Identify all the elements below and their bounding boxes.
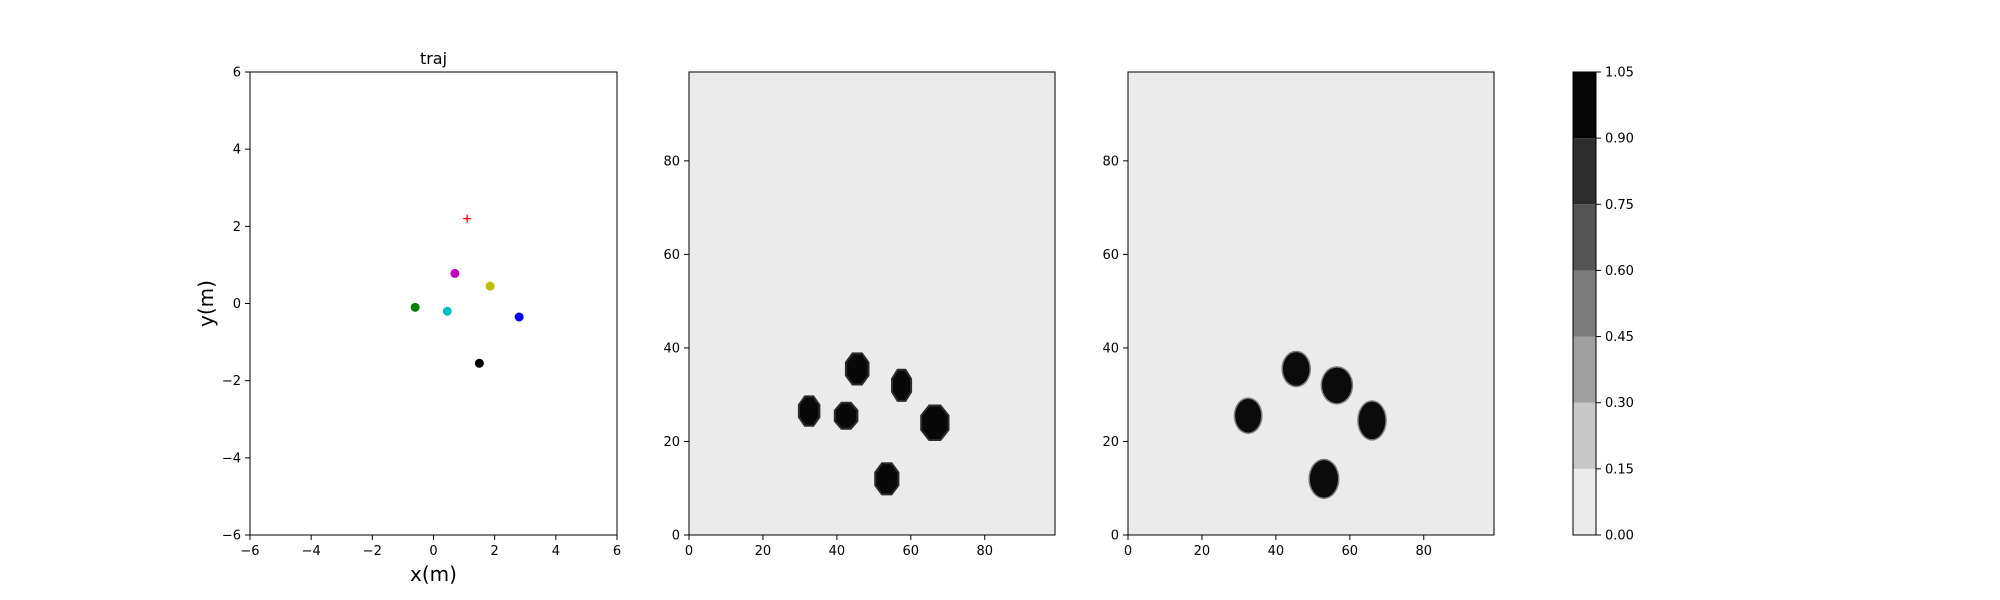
x-tick-label: 6 [613,544,621,559]
x-tick-label: 60 [1342,544,1359,559]
x-tick-label: 80 [976,544,993,559]
y-axis-ticks: 0 20 40 60 80 [1102,154,1128,544]
x-tick-label: 2 [491,544,499,559]
colorbar-level [1573,402,1596,469]
x-axis-label: x(m) [410,562,457,586]
colorbar-level [1573,336,1596,403]
x-tick-label: 0 [429,544,437,559]
data-point [514,312,524,322]
obstacle-blob [920,404,950,441]
y-tick-label: 0 [672,529,680,544]
y-axis-ticks: 0 20 40 60 80 [663,154,689,544]
plot-frame [688,71,1056,536]
x-axis-ticks: −6 −4 −2 0 2 4 6 [240,535,621,559]
x-axis-ticks: 0 20 40 60 80 [685,535,993,559]
y-tick-label: 80 [663,154,680,169]
x-tick-label: 80 [1415,544,1432,559]
obstacle-blob [1282,352,1310,386]
y-tick-label: 20 [663,435,680,450]
colorbar-level [1573,204,1596,271]
heatmap-background [689,72,1055,535]
y-tick-label: 60 [663,248,680,263]
colorbar-tick-label: 0.45 [1605,330,1634,345]
x-tick-label: 20 [1194,544,1211,559]
colorbar-level [1573,270,1596,337]
data-point [410,302,420,312]
y-axis-label: y(m) [194,280,218,327]
colorbar-tick-label: 0.75 [1605,198,1634,213]
colorbar-level [1573,468,1596,535]
colorbar: 0.00 0.15 0.30 0.45 0.60 0.75 0.90 1.05 [1572,66,1634,544]
obstacle-blob [1358,401,1386,440]
target-marker [463,214,472,223]
y-tick-label: 60 [1102,248,1119,263]
data-point [474,358,484,368]
colorbar-tick-label: 0.30 [1605,396,1634,411]
data-point [485,281,495,291]
y-tick-label: 40 [1102,341,1119,356]
colorbar-ticks: 0.00 0.15 0.30 0.45 0.60 0.75 0.90 1.05 [1596,66,1634,544]
colorbar-level [1573,72,1596,139]
obstacle-blob [797,395,821,427]
colorbar-tick-label: 0.90 [1605,132,1634,147]
heatmap-panel-2: 0 20 40 60 80 0 20 40 60 80 [1102,71,1495,559]
heatmap-background [1128,72,1494,535]
y-axis-ticks: −6 −4 −2 0 2 4 6 [222,66,250,544]
x-axis-ticks: 0 20 40 60 80 [1124,535,1432,559]
x-tick-label: 20 [755,544,772,559]
x-tick-label: 0 [685,544,693,559]
x-tick-label: 40 [829,544,846,559]
data-point [450,268,460,278]
obstacle-blob [1235,398,1262,433]
obstacle-blob [844,352,870,386]
x-tick-label: −2 [363,544,382,559]
y-tick-label: 4 [233,143,241,158]
y-tick-label: 20 [1102,435,1119,450]
x-tick-label: −6 [240,544,259,559]
y-tick-label: 80 [1102,154,1119,169]
y-tick-label: 6 [233,66,241,81]
x-tick-label: 60 [903,544,920,559]
y-tick-label: −4 [222,451,241,466]
trajectory-panel: traj −6 −4 −2 0 2 4 6 −6 −4 −2 0 2 4 6 x(m) y(m) [194,49,621,586]
x-tick-label: 40 [1268,544,1285,559]
heatmap-panel-1: 0 20 40 60 80 0 20 40 60 80 [663,71,1056,559]
obstacle-blob [1309,460,1338,498]
data-point [442,306,452,316]
colorbar-tick-label: 0.15 [1605,462,1634,477]
y-tick-label: −6 [222,529,241,544]
x-tick-label: −4 [302,544,321,559]
chart-title: traj [420,49,447,68]
y-tick-label: 2 [233,220,241,235]
x-tick-label: 0 [1124,544,1132,559]
colorbar-level [1573,138,1596,205]
plot-frame [1127,71,1495,536]
obstacle-blob [1322,367,1352,404]
colorbar-tick-label: 0.00 [1605,529,1634,544]
obstacle-blob [891,368,913,402]
y-tick-label: −2 [222,374,241,389]
obstacle-blob [874,462,900,496]
plot-area [250,72,617,535]
y-tick-label: 40 [663,341,680,356]
colorbar-tick-label: 0.60 [1605,264,1634,279]
y-tick-label: 0 [233,297,241,312]
y-tick-label: 0 [1111,529,1119,544]
x-tick-label: 4 [552,544,560,559]
colorbar-frame [1572,71,1597,536]
obstacle-blob [833,401,859,430]
colorbar-tick-label: 1.05 [1605,66,1634,81]
